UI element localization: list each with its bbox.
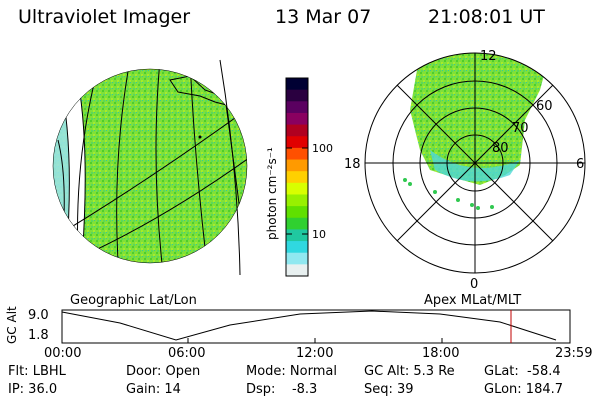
geographic-globe-image <box>52 68 248 264</box>
mlt-label-18: 18 <box>344 157 361 172</box>
info-seq: Seq: 39 <box>364 382 414 397</box>
left-panel-caption: Geographic Lat/Lon <box>70 293 197 308</box>
colorbar-segment <box>286 217 308 230</box>
colorbar-segment <box>286 159 308 172</box>
timeline-ylabel: GC Alt <box>5 306 19 344</box>
mlat-label-80: 80 <box>492 141 509 156</box>
timeline-tick-1: 06:00 <box>168 346 206 361</box>
right-panel-caption: Apex MLat/MLT <box>424 293 522 308</box>
info-ip: IP: 36.0 <box>8 382 58 397</box>
colorbar-segment <box>286 136 308 149</box>
timeline-tick-4: 23:59 <box>555 346 593 361</box>
info-gain: Gain: 14 <box>126 382 181 397</box>
colorbar-label-10: 10 <box>312 228 326 241</box>
colorbar-segment <box>286 264 308 277</box>
mlt-label-12: 12 <box>480 49 497 64</box>
colorbar-frame <box>285 77 309 277</box>
colorbar-segment <box>286 124 308 137</box>
colorbar-segment <box>286 194 308 207</box>
info-filter: Flt: LBHL <box>8 364 66 379</box>
mlt-label-6: 6 <box>576 157 584 172</box>
time-label: 21:08:01 UT <box>428 6 545 28</box>
mlat-label-70: 70 <box>512 121 529 136</box>
timeline-ymax: 9.0 <box>28 308 49 323</box>
info-glon: GLon: 184.7 <box>484 382 564 397</box>
timeline-ymin: 1.8 <box>28 328 49 343</box>
timeline-tick-3: 18:00 <box>422 346 460 361</box>
instrument-title: Ultraviolet Imager <box>18 6 191 28</box>
colorbar <box>286 78 308 277</box>
mlt-label-0: 0 <box>470 277 478 292</box>
mlat-label-60: 60 <box>536 99 553 114</box>
colorbar-segment <box>286 206 308 219</box>
meridian-outside <box>219 59 241 276</box>
colorbar-segment <box>286 101 308 114</box>
colorbar-segment <box>286 252 308 265</box>
timeline-tick-0: 00:00 <box>44 346 82 361</box>
info-gc-alt: GC Alt: 5.3 Re <box>364 364 455 379</box>
timeline-tick-marks <box>187 338 443 343</box>
colorbar-segment <box>286 229 308 242</box>
info-mode: Mode: Normal <box>246 364 337 379</box>
colorbar-label-100: 100 <box>312 142 333 155</box>
info-dsp: Dsp: -8.3 <box>246 382 318 397</box>
altitude-curve <box>61 310 557 341</box>
polar-plot <box>364 52 586 274</box>
colorbar-unit-label: photon cm⁻²s⁻¹ <box>265 147 279 240</box>
timeline-frame <box>61 309 571 344</box>
colorbar-segment <box>286 182 308 195</box>
colorbar-segment <box>286 171 308 184</box>
colorbar-segment <box>286 78 308 91</box>
info-glat: GLat: -58.4 <box>484 364 561 379</box>
colorbar-segment <box>286 89 308 102</box>
colorbar-segment <box>286 112 308 126</box>
info-door: Door: Open <box>126 364 201 379</box>
colorbar-segment <box>286 241 308 254</box>
colorbar-segment <box>286 147 308 161</box>
timeline-tick-2: 12:00 <box>296 346 334 361</box>
date-label: 13 Mar 07 <box>275 6 372 28</box>
